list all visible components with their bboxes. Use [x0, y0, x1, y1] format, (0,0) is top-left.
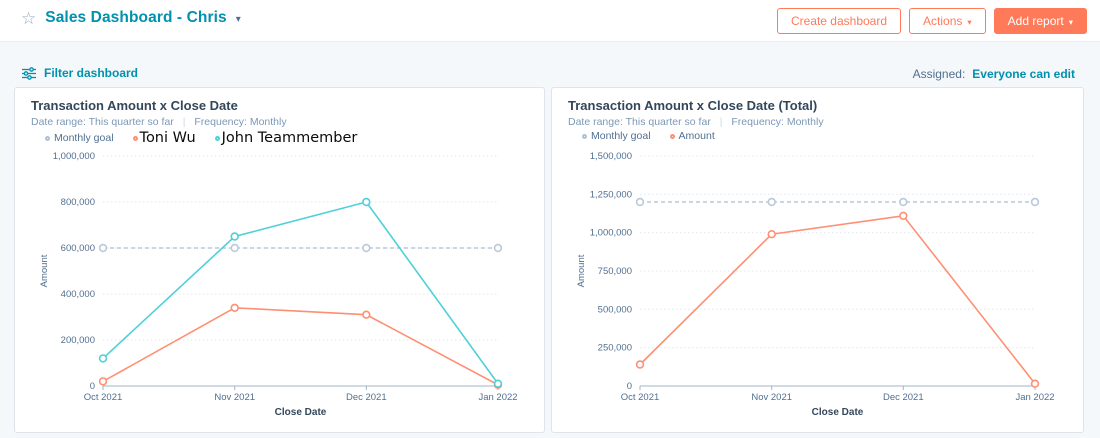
dashboard-switcher-caret-icon[interactable]: ▾ [235, 13, 241, 25]
svg-text:Nov 2021: Nov 2021 [214, 392, 255, 403]
legend-marker-icon [582, 133, 587, 139]
legend-label: Monthly goal [591, 130, 651, 142]
frequency-label: Frequency: [731, 116, 784, 128]
assigned-permission-link[interactable]: Everyone can edit [972, 67, 1075, 81]
frequency-value: Monthly [249, 116, 287, 128]
svg-text:Jan 2022: Jan 2022 [478, 392, 517, 403]
svg-text:1,500,000: 1,500,000 [590, 151, 632, 162]
add-report-label: Add report [1007, 14, 1064, 28]
report-title[interactable]: Transaction Amount x Close Date [31, 98, 238, 113]
report-title[interactable]: Transaction Amount x Close Date (Total) [568, 98, 818, 113]
legend-label: Amount [678, 130, 715, 142]
svg-text:1,000,000: 1,000,000 [53, 151, 95, 162]
favorite-star-icon[interactable]: ☆ [21, 8, 37, 28]
svg-text:0: 0 [627, 381, 632, 392]
svg-text:Oct 2021: Oct 2021 [84, 392, 123, 403]
svg-text:1,250,000: 1,250,000 [590, 189, 632, 200]
report-subtitle: Date range: This quarter so far | Freque… [31, 116, 287, 128]
svg-text:1,000,000: 1,000,000 [590, 228, 632, 239]
caret-down-icon: ▾ [1068, 16, 1073, 27]
svg-text:500,000: 500,000 [598, 304, 632, 315]
svg-text:Jan 2022: Jan 2022 [1015, 392, 1054, 403]
svg-text:Dec 2021: Dec 2021 [883, 392, 924, 403]
actions-button[interactable]: Actions ▾ [909, 8, 986, 35]
date-range-label: Date range: [568, 116, 623, 128]
frequency-value: Monthly [786, 116, 824, 128]
legend-marker-icon [669, 133, 675, 139]
legend-item-john-teammember[interactable]: John Teammember [214, 130, 358, 146]
svg-text:Dec 2021: Dec 2021 [346, 392, 387, 403]
caret-down-icon: ▾ [967, 16, 972, 27]
svg-text:800,000: 800,000 [61, 197, 95, 208]
actions-label: Actions [923, 14, 963, 28]
subtitle-divider: | [182, 116, 186, 128]
assigned-row: Assigned: Everyone can edit [913, 67, 1075, 81]
legend-marker-icon [132, 135, 138, 141]
header-actions: Create dashboard Actions ▾ Add report ▾ [776, 8, 1087, 35]
dashboard-body: Filter dashboard Assigned: Everyone can … [0, 41, 1100, 438]
report-card-transaction-amount-total: Transaction Amount x Close Date (Total) … [551, 87, 1084, 433]
date-range-label: Date range: [31, 116, 86, 128]
svg-text:Close Date: Close Date [812, 407, 864, 418]
dashboard-title-group: ☆ Sales Dashboard - Chris ▾ [21, 9, 241, 27]
svg-text:Nov 2021: Nov 2021 [751, 392, 792, 403]
date-range-value: This quarter so far [625, 116, 711, 128]
svg-text:600,000: 600,000 [61, 243, 95, 254]
chart-canvas: 0 250,000 500,000 750,000 1,000,000 1,250,000… [568, 144, 1067, 420]
svg-text:Amount: Amount [576, 254, 587, 287]
assigned-label: Assigned: [912, 67, 966, 81]
legend-label: John Teammember [221, 130, 358, 146]
svg-text:0: 0 [90, 381, 95, 392]
create-dashboard-label: Create dashboard [790, 14, 888, 28]
report-subtitle: Date range: This quarter so far | Freque… [568, 116, 824, 128]
legend-item-amount[interactable]: Amount [669, 130, 715, 142]
date-range-value: This quarter so far [88, 116, 174, 128]
create-dashboard-button[interactable]: Create dashboard [776, 8, 902, 35]
legend-label: Toni Wu [139, 130, 196, 146]
page-title: Sales Dashboard - Chris [45, 9, 227, 26]
chart-canvas: 0 200,000 400,000 600,000 800,000 1,000,000 Oc… [31, 144, 530, 420]
legend-marker-icon [214, 135, 220, 141]
top-bar: ☆ Sales Dashboard - Chris ▾ Create dashb… [0, 0, 1100, 41]
svg-text:Amount: Amount [39, 254, 50, 287]
legend-item-monthly-goal[interactable]: Monthly goal [582, 130, 651, 142]
svg-text:Close Date: Close Date [275, 407, 327, 418]
legend-marker-icon [45, 135, 50, 141]
filter-sliders-icon [22, 66, 36, 80]
add-report-button[interactable]: Add report ▾ [993, 8, 1087, 35]
svg-text:750,000: 750,000 [598, 266, 632, 277]
svg-text:Oct 2021: Oct 2021 [621, 392, 660, 403]
report-card-transaction-amount-by-owner: Transaction Amount x Close Date Date ran… [14, 87, 545, 433]
frequency-label: Frequency: [194, 116, 247, 128]
svg-text:400,000: 400,000 [61, 289, 95, 300]
chart-legend: Monthly goal Amount [582, 130, 715, 142]
legend-label: Monthly goal [54, 132, 114, 144]
filter-dashboard-button[interactable]: Filter dashboard [22, 66, 138, 80]
legend-item-monthly-goal[interactable]: Monthly goal [45, 132, 114, 144]
legend-item-toni-wu[interactable]: Toni Wu [132, 130, 196, 146]
chart-legend: Monthly goal Toni Wu John Teammember [45, 130, 357, 146]
svg-text:200,000: 200,000 [61, 335, 95, 346]
subtitle-divider: | [719, 116, 723, 128]
svg-text:250,000: 250,000 [598, 343, 632, 354]
filter-dashboard-label: Filter dashboard [44, 66, 139, 80]
